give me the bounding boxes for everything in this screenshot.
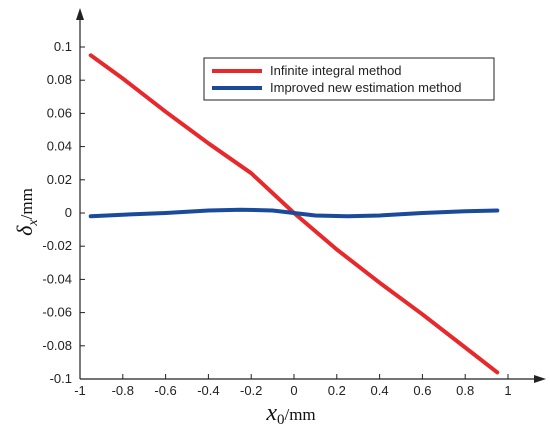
y-axis-symbol: δ (12, 225, 37, 236)
legend-label-infinite-integral: Infinite integral method (270, 63, 402, 78)
x-axis-symbol: x (265, 400, 277, 426)
y-axis-subscript: x (26, 219, 41, 227)
y-axis-title: δx/mm (12, 188, 41, 236)
y-tick-label: 0 (65, 205, 72, 220)
x-tick-label: -0.6 (154, 383, 176, 398)
y-tick-label: 0.06 (47, 105, 72, 120)
y-axis-arrow (76, 8, 84, 20)
x-tick-label: 0.8 (456, 383, 474, 398)
x-axis-subscript: 0 (277, 412, 285, 428)
x-tick-label: -0.8 (112, 383, 134, 398)
x-axis-unit: /mm (284, 405, 315, 424)
y-tick-label: -0.06 (42, 305, 72, 320)
x-tick-label: 1 (504, 383, 511, 398)
y-tick-label: 0.1 (54, 39, 72, 54)
x-tick-label: 0.2 (328, 383, 346, 398)
y-tick-label: 0.08 (47, 72, 72, 87)
x-axis-title: x0/mm (265, 400, 315, 428)
x-tick-label: 0.4 (371, 383, 389, 398)
legend: Infinite integral method Improved new es… (203, 57, 495, 101)
y-tick-label: 0.02 (47, 172, 72, 187)
y-tick-label: -0.04 (42, 271, 72, 286)
x-axis-arrow (534, 375, 546, 383)
legend-box (203, 57, 495, 101)
x-tick-label: -0.4 (197, 383, 219, 398)
x-tick-label: -0.2 (240, 383, 262, 398)
plot-area: -0.1 -0.08 -0.06 -0.04 -0.02 0 0.02 0.04 0.06 0.0… (42, 8, 546, 398)
x-tick-label: 0.6 (413, 383, 431, 398)
series-line-improved-estimation (88, 207, 500, 219)
y-tick-label: 0.04 (47, 139, 72, 154)
y-axis-unit: /mm (17, 188, 36, 219)
x-tick-label: 0 (290, 383, 297, 398)
legend-label-improved-estimation: Improved new estimation method (270, 80, 461, 95)
y-tick-label: -0.02 (42, 238, 72, 253)
y-tick-label: -0.08 (42, 338, 72, 353)
y-tick-label: -0.1 (50, 371, 72, 386)
x-tick-label: -1 (74, 383, 86, 398)
